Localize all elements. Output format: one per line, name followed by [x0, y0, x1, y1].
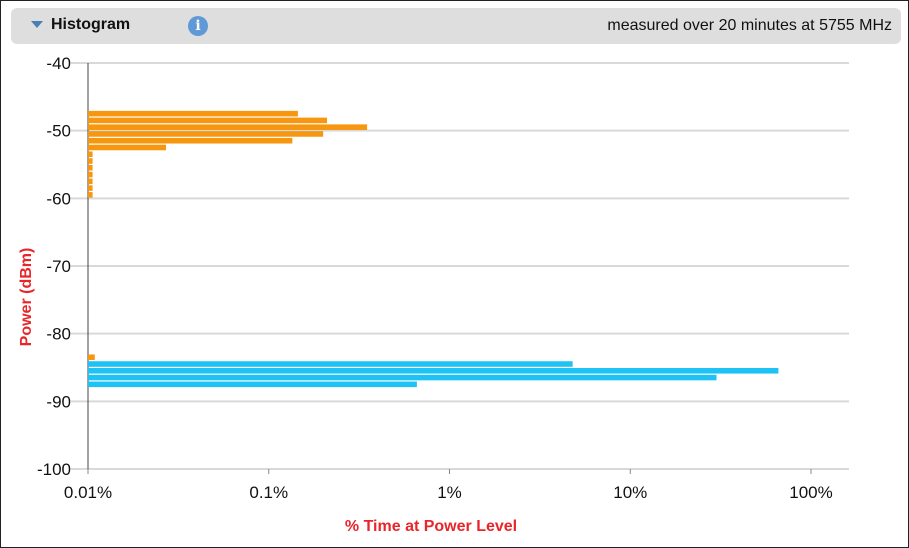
histogram-bar: [88, 124, 368, 130]
histogram-bar: [88, 137, 293, 144]
x-tick-label: 100%: [789, 483, 832, 502]
measurement-info: measured over 20 minutes at 5755 MHz: [607, 17, 892, 34]
x-axis-label: % Time at Power Level: [345, 518, 517, 535]
y-axis-label: Power (dBm): [18, 248, 35, 347]
histogram-bar: [88, 171, 93, 178]
y-tick-label: -90: [46, 392, 71, 411]
y-tick-label: -70: [46, 257, 71, 276]
histogram-bar: [88, 110, 298, 117]
histogram-bar: [88, 354, 95, 361]
histogram-bar: [88, 374, 717, 381]
collapse-caret-icon[interactable]: [31, 21, 43, 28]
histogram-bar: [88, 131, 324, 137]
histogram-bar: [88, 368, 779, 374]
histogram-bar: [88, 192, 93, 198]
histogram-bar: [88, 158, 93, 164]
histogram-bar: [88, 185, 93, 191]
panel-title: Histogram: [51, 16, 131, 33]
histogram-bar: [88, 144, 166, 151]
x-tick-label: 10%: [613, 483, 647, 502]
histogram-bar: [88, 381, 417, 388]
y-tick-label: -60: [46, 189, 71, 208]
histogram-bar: [88, 151, 93, 158]
x-tick-label: 0.01%: [64, 483, 112, 502]
panel-header[interactable]: Histogram i measured over 20 minutes at …: [11, 8, 901, 44]
y-tick-label: -80: [46, 325, 71, 344]
x-tick-label: 0.1%: [249, 483, 288, 502]
histogram-bar: [88, 178, 93, 185]
y-tick-label: -40: [46, 54, 71, 73]
x-tick-label: 1%: [437, 483, 462, 502]
histogram-bar: [88, 361, 573, 367]
histogram-bar: [88, 117, 327, 124]
y-tick-label: -50: [46, 122, 71, 141]
info-icon[interactable]: i: [188, 16, 208, 36]
histogram-bar: [88, 165, 93, 171]
y-tick-label: -100: [37, 460, 71, 479]
